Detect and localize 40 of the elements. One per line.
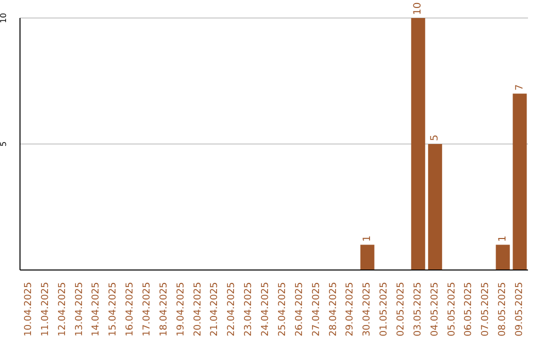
x-tick-label: 21.04.2025 <box>209 282 220 336</box>
bar <box>411 18 426 270</box>
x-tick-label: 05.05.2025 <box>446 282 458 336</box>
x-tick-label: 11.04.2025 <box>40 282 51 336</box>
x-tick-label: 07.05.2025 <box>480 282 492 336</box>
data-label: 5 <box>430 134 441 141</box>
data-label: 10 <box>412 2 424 15</box>
x-tick-label: 20.04.2025 <box>192 282 204 336</box>
x-tick-label: 19.04.2025 <box>175 282 186 336</box>
x-tick-label: 28.04.2025 <box>328 282 339 336</box>
x-tick-label: 09.05.2025 <box>514 282 526 336</box>
x-tick-label: 17.04.2025 <box>142 282 152 336</box>
x-tick-label: 15.04.2025 <box>108 282 119 336</box>
data-label: 7 <box>514 84 526 91</box>
x-tick-label: 10.04.2025 <box>22 282 34 336</box>
bar <box>360 244 374 270</box>
x-tick-label: 18.04.2025 <box>158 282 170 336</box>
x-tick-label: 30.04.2025 <box>362 282 373 336</box>
x-tick-label: 04.05.2025 <box>429 282 440 336</box>
x-tick-label: 25.04.2025 <box>276 282 288 336</box>
x-tick-label: 03.05.2025 <box>412 282 424 336</box>
x-tick-label: 02.05.2025 <box>396 282 406 336</box>
x-tick-label: 26.04.2025 <box>294 282 305 336</box>
bar <box>512 94 527 270</box>
x-tick-label: 24.04.2025 <box>260 282 272 336</box>
x-tick-label: 22.04.2025 <box>226 282 238 336</box>
x-tick-label: 08.05.2025 <box>497 282 508 336</box>
x-tick-label: 01.05.2025 <box>378 282 390 336</box>
x-tick-label: 06.05.2025 <box>463 282 474 336</box>
x-tick-label: 29.04.2025 <box>344 282 356 336</box>
bar <box>428 144 442 270</box>
x-tick-label: 13.04.2025 <box>74 282 85 336</box>
x-tick-label: 27.04.2025 <box>310 282 322 336</box>
x-tick-label: 12.04.2025 <box>56 282 68 336</box>
x-tick-label: 14.04.2025 <box>90 282 102 336</box>
data-label: 1 <box>497 235 508 242</box>
bar <box>496 244 510 270</box>
x-tick-label: 23.04.2025 <box>243 282 254 336</box>
data-label: 1 <box>362 235 373 242</box>
x-tick-label: 16.04.2025 <box>124 282 136 336</box>
